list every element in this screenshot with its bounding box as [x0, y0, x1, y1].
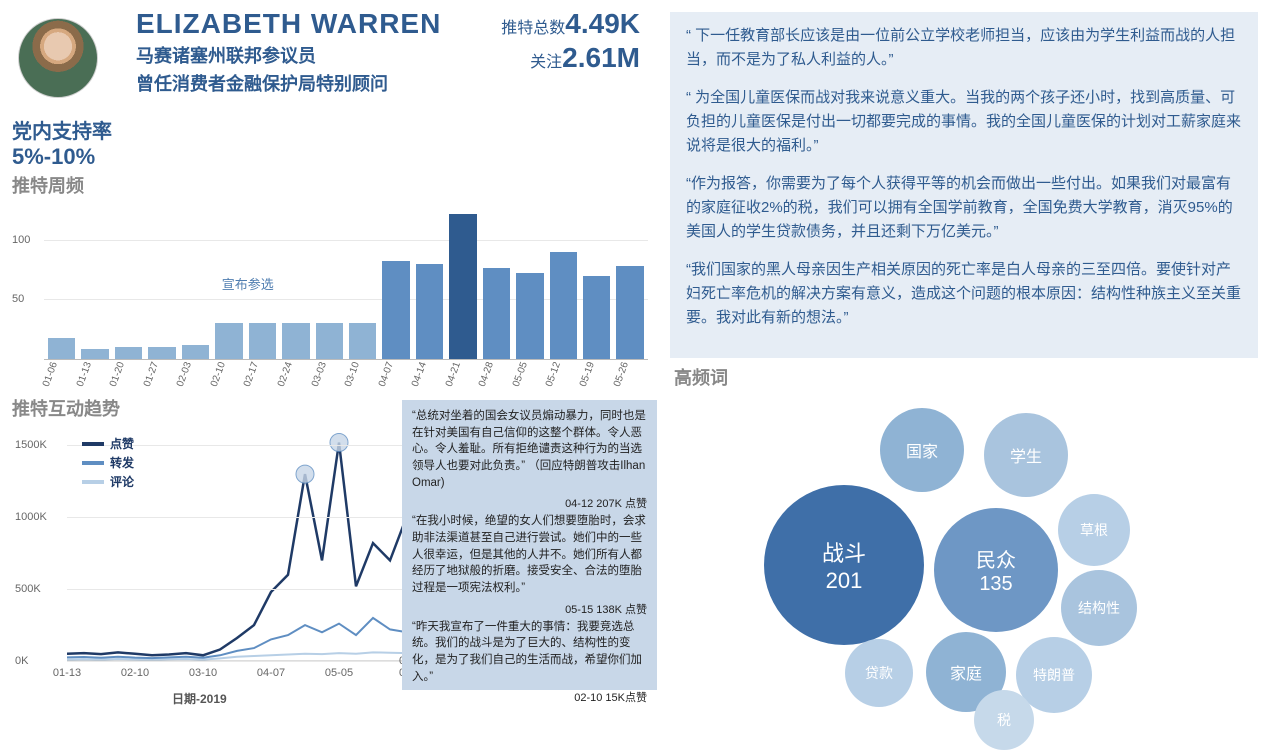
support-title: 党内支持率	[12, 115, 112, 144]
bar	[215, 323, 242, 359]
quote-3: “作为报答，你需要为了每个人获得平等的机会而做出一些付出。如果我们对最富有的家庭…	[686, 172, 1242, 244]
anno-p1: “总统对坐着的国会女议员煽动暴力，同时也是在针对美国有自己信仰的这整个群体。令人…	[412, 408, 647, 491]
bar	[516, 273, 543, 359]
bar-chart-title: 推特周频	[12, 172, 648, 198]
quotes-panel: “ 下一任教育部长应该是由一位前公立学校老师担当，应该由为学生利益而战的人担当，…	[670, 12, 1258, 358]
legend-item: 评论	[82, 473, 134, 490]
bubble: 结构性	[1061, 570, 1137, 646]
bar	[449, 214, 476, 359]
anno-s1: 04-12 207K 点赞	[412, 497, 647, 513]
quote-4: “我们国家的黑人母亲因生产相关原因的死亡率是白人母亲的三至四倍。要使针对产妇死亡…	[686, 258, 1242, 330]
bubble: 学生	[984, 413, 1068, 497]
bar	[616, 266, 643, 359]
bar	[382, 261, 409, 359]
bar	[148, 347, 175, 359]
bubble: 国家	[880, 408, 964, 492]
avatar	[18, 18, 98, 98]
bubble: 战斗201	[764, 485, 924, 645]
legend-item: 点赞	[82, 435, 134, 452]
bar	[316, 323, 343, 359]
bar	[81, 349, 108, 359]
followers-label: 关注	[530, 54, 562, 71]
bar	[550, 252, 577, 359]
bar	[583, 276, 610, 359]
legend-item: 转发	[82, 454, 134, 471]
anno-p3: “昨天我宣布了一件重大的事情：我要竞选总统。我们的战斗是为了巨大的、结构性的变化…	[412, 619, 647, 686]
stats-block: 推特总数4.49K 关注2.61M	[501, 8, 640, 76]
bar	[249, 323, 276, 359]
tweets-label: 推特总数	[501, 20, 565, 37]
line-legend: 点赞转发评论	[82, 435, 134, 492]
x-axis-title: 日期-2019	[172, 690, 227, 707]
bar-chart: 50100宣布参选 01-0601-1301-2001-2702-0302-10…	[12, 204, 648, 394]
quote-1: “ 下一任教育部长应该是由一位前公立学校老师担当，应该由为学生利益而战的人担当，…	[686, 24, 1242, 72]
followers-value: 2.61M	[562, 42, 640, 73]
bar	[416, 264, 443, 359]
bar	[282, 323, 309, 359]
quote-2: “ 为全国儿童医保而战对我来说意义重大。当我的两个孩子还小时，找到高质量、可负担…	[686, 86, 1242, 158]
bar-chart-section: 推特周频 50100宣布参选 01-0601-1301-2001-2702-03…	[12, 172, 648, 394]
bubble: 贷款	[845, 639, 913, 707]
bar	[349, 323, 376, 359]
bubble-chart: 战斗201民众135国家学生草根结构性特朗普家庭贷款税	[674, 390, 1254, 730]
tweets-value: 4.49K	[565, 8, 640, 39]
tweet-annotation-box: “总统对坐着的国会女议员煽动暴力，同时也是在针对美国有自己信仰的这整个群体。令人…	[402, 400, 657, 690]
support-value: 5%-10%	[12, 144, 112, 170]
bar	[48, 338, 75, 359]
bubble: 税	[974, 690, 1034, 750]
bubble-title: 高频词	[674, 364, 1268, 390]
support-block: 党内支持率 5%-10%	[12, 115, 112, 170]
anno-s3: 02-10 15K点赞	[412, 691, 647, 707]
anno-s2: 05-15 138K 点赞	[412, 603, 647, 619]
bubble: 草根	[1058, 494, 1130, 566]
bubble: 民众135	[934, 508, 1058, 632]
header: ELIZABETH WARREN 马赛诸塞州联邦参议员 曾任消费者金融保护局特别…	[0, 0, 660, 96]
bar-annotation: 宣布参选	[222, 274, 274, 293]
bar	[483, 268, 510, 359]
bar	[115, 347, 142, 359]
bar	[182, 345, 209, 359]
anno-p2: “在我小时候，绝望的女人们想要堕胎时，会求助非法渠道甚至自己进行尝试。她们中的一…	[412, 513, 647, 596]
